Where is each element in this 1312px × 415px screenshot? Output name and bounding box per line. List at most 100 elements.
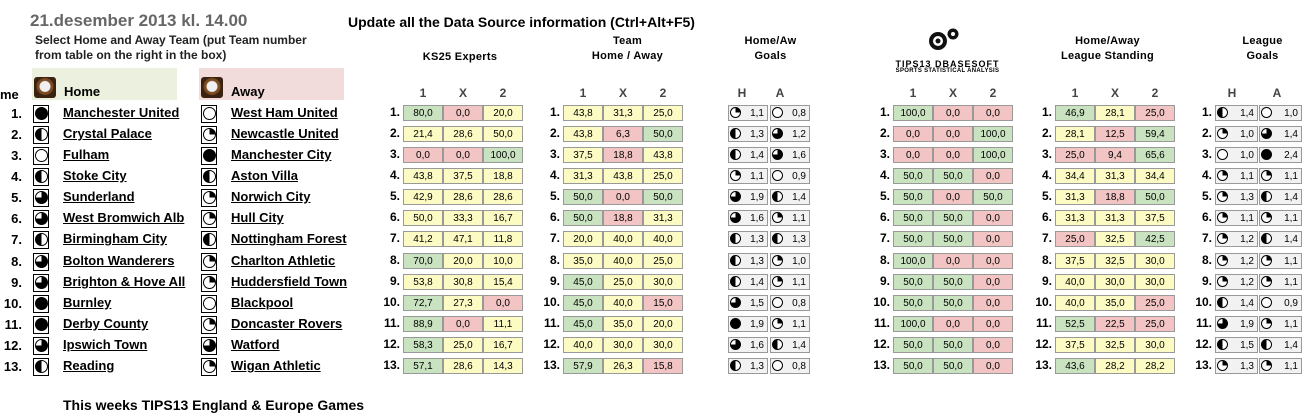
tp-cell: 0,0 (973, 295, 1013, 311)
col-header-tp-one: 1 (909, 86, 917, 100)
league-away-cell-value: 1,1 (1284, 171, 1298, 182)
st-cell: 46,9 (1055, 105, 1095, 121)
st-cell: 31,3 (1055, 189, 1095, 205)
league-away-cell-value: 1,1 (1284, 319, 1298, 330)
goals-home-cell: 1,3 (728, 126, 768, 142)
tm-row-number: 6. (549, 210, 560, 224)
row-number: 7. (11, 232, 22, 247)
ball-icon (35, 255, 48, 268)
league-away-cell: 1,1 (1259, 253, 1302, 269)
goals-away-cell-value: 1,1 (792, 213, 806, 224)
home-team-name[interactable]: Fulham (63, 147, 110, 162)
ball-icon (35, 149, 48, 162)
league-home-cell: 1,2 (1215, 231, 1258, 247)
tp-cell: 0,0 (973, 337, 1013, 353)
away-team-name[interactable]: Watford (231, 337, 280, 352)
away-label: Away (231, 84, 265, 99)
goals-away-cell-value: 0,8 (792, 108, 806, 119)
tp-row-number: 10. (873, 295, 890, 309)
team-title: Team Home / Away (555, 34, 700, 64)
league-home-cell: 1,0 (1215, 126, 1258, 142)
tips13-title: TIPS13 DBASESOFT (895, 59, 1000, 69)
footer-text: This weeks TIPS13 England & Europe Games (63, 397, 365, 413)
goals-title-line2: Goals (754, 50, 787, 62)
away-team-name[interactable]: Wigan Athletic (231, 358, 321, 373)
col-header-goals-h: H (737, 86, 747, 100)
home-team-name[interactable]: Brighton & Hove All (63, 274, 186, 289)
st-cell: 30,0 (1135, 337, 1175, 353)
st-cell: 22,5 (1095, 316, 1135, 332)
league-away-cell-value: 1,4 (1284, 340, 1298, 351)
ball-icon (1261, 276, 1272, 287)
tm-row-number: 12. (543, 337, 560, 351)
league-home-cell: 1,3 (1215, 358, 1258, 374)
ball-icon (203, 360, 216, 373)
st-cell: 65,6 (1135, 147, 1175, 163)
away-team-name[interactable]: Huddersfield Town (231, 274, 348, 289)
ball-icon (203, 107, 216, 120)
home-team-name[interactable]: Ipswich Town (63, 337, 148, 352)
home-team-name[interactable]: Manchester United (63, 105, 180, 120)
home-team-name[interactable]: Reading (63, 358, 115, 373)
tm-cell: 45,0 (563, 274, 603, 290)
league-home-cell: 1,5 (1215, 337, 1258, 353)
home-team-name[interactable]: Burnley (63, 295, 112, 310)
home-team-name[interactable]: Bolton Wanderers (63, 253, 175, 268)
goals-away-cell: 1,3 (770, 231, 810, 247)
home-ball-icon (33, 316, 49, 334)
away-team-name[interactable]: Newcastle United (231, 126, 339, 141)
away-team-name[interactable]: Charlton Athletic (231, 253, 336, 268)
league-home-cell: 1,4 (1215, 295, 1258, 311)
home-team-name[interactable]: Derby County (63, 316, 149, 331)
league-home-cell-value: 1,4 (1240, 108, 1254, 119)
away-team-name[interactable]: West Ham United (231, 105, 338, 120)
league-row-number: 2. (1201, 126, 1212, 140)
home-team-name[interactable]: Birmingham City (63, 231, 168, 246)
tp-cell: 50,0 (893, 231, 933, 247)
league-title-line1: League (1242, 35, 1283, 47)
home-team-name[interactable]: Stoke City (63, 168, 127, 183)
goals-home-cell: 1,1 (728, 168, 768, 184)
st-row-number: 12. (1035, 337, 1052, 351)
goals-home-cell: 1,5 (728, 295, 768, 311)
tm-cell: 43,8 (643, 147, 683, 163)
home-team-name[interactable]: West Bromwich Alb (63, 210, 185, 225)
home-team-name[interactable]: Sunderland (63, 189, 135, 204)
goals-away-cell-value: 1,6 (792, 150, 806, 161)
league-home-cell-value: 1,2 (1240, 277, 1254, 288)
st-cell: 28,1 (1055, 126, 1095, 142)
tp-cell: 100,0 (893, 105, 933, 121)
ball-icon (730, 212, 741, 223)
goals-away-cell: 1,1 (770, 274, 810, 290)
away-team-name[interactable]: Hull City (231, 210, 284, 225)
league-away-cell: 1,0 (1259, 105, 1302, 121)
ball-icon (1217, 128, 1228, 139)
ball-icon (1217, 318, 1228, 329)
away-team-name[interactable]: Blackpool (231, 295, 294, 310)
away-team-name[interactable]: Aston Villa (231, 168, 298, 183)
away-team-name[interactable]: Nottingham Forest (231, 231, 347, 246)
tp-row-number: 6. (879, 210, 890, 224)
tp-cell: 50,0 (973, 189, 1013, 205)
col-header-tp-two: 2 (989, 86, 997, 100)
col-header-goals-a: A (775, 86, 785, 100)
goals-home-cell-value: 1,5 (750, 298, 764, 309)
update-data-button[interactable]: Update all the Data Source information (… (348, 14, 695, 30)
tm-cell: 35,0 (603, 316, 643, 332)
home-team-name[interactable]: Crystal Palace (63, 126, 152, 141)
away-team-name[interactable]: Norwich City (231, 189, 311, 204)
away-ball-icon (201, 274, 217, 292)
ball-icon (35, 170, 48, 183)
league-away-cell: 1,1 (1259, 168, 1302, 184)
away-team-name[interactable]: Manchester City (231, 147, 332, 162)
ball-icon (35, 233, 48, 246)
row-number: 2. (11, 127, 22, 142)
ball-icon (1261, 212, 1272, 223)
col-header-tm-one: 1 (579, 86, 587, 100)
league-away-cell: 1,1 (1259, 358, 1302, 374)
goals-away-cell: 0,9 (770, 168, 810, 184)
ks-cell: 28,6 (443, 126, 483, 142)
ks-cell: 47,1 (443, 231, 483, 247)
league-row-number: 3. (1201, 147, 1212, 161)
away-team-name[interactable]: Doncaster Rovers (231, 316, 343, 331)
